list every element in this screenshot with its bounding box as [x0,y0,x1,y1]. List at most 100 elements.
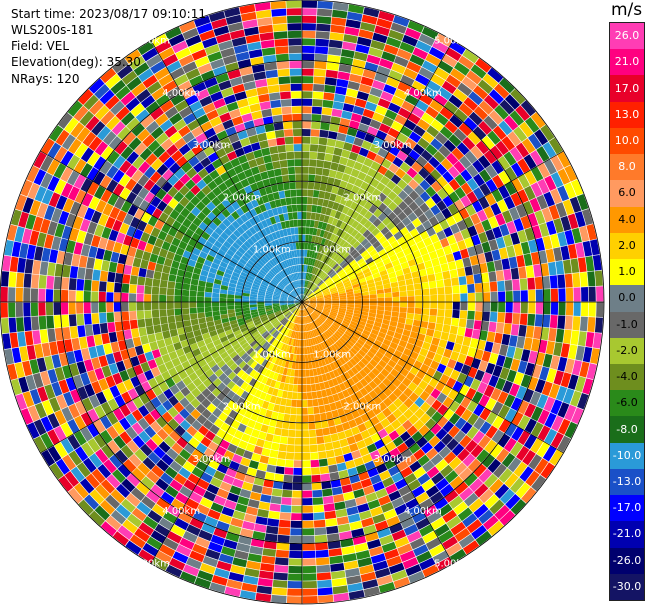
range-gate [407,290,415,297]
range-gate [260,494,272,503]
range-gate [160,316,168,325]
range-gate [333,343,340,351]
range-gate [261,359,268,367]
range-gate [54,367,65,382]
range-gate [273,294,281,298]
range-gate [478,509,494,525]
range-gate [131,409,144,422]
range-gate [267,335,274,343]
range-gate [228,524,242,535]
range-gate [372,240,381,249]
range-gate [443,226,453,238]
range-gate [477,253,486,264]
range-gate [449,325,458,335]
range-gate [408,179,419,190]
range-gate [87,181,100,196]
range-gate [179,106,193,119]
range-gate [121,302,129,312]
range-gate [581,302,589,317]
range-gate [294,166,302,174]
range-gate [256,9,272,19]
range-gate [384,292,392,298]
range-gate [419,498,434,511]
range-gate [310,322,314,330]
range-gate [370,506,383,517]
range-gate [403,398,414,409]
range-gate [291,291,297,297]
range-gate [483,515,499,530]
range-gate [257,347,264,355]
range-gate [417,137,430,150]
range-gate [265,308,273,312]
range-gate [61,314,70,328]
range-gate [498,291,506,302]
range-gate [499,78,515,94]
range-gate [290,528,302,536]
range-gate [64,252,73,266]
range-gate [184,190,195,201]
range-gate [220,351,229,360]
range-gate [372,32,388,44]
range-gate [235,250,244,258]
range-gate [430,204,441,216]
range-gate [592,254,602,271]
range-gate [443,317,452,326]
range-gate [292,273,297,281]
range-gate [399,307,407,313]
range-gate [440,483,454,497]
range-gate [212,292,220,298]
range-gate [459,155,472,169]
range-gate [436,416,449,428]
range-gate [380,175,391,186]
range-gate [308,422,316,430]
range-gate [280,398,287,406]
range-gate [255,335,263,342]
range-gate [557,151,571,168]
range-gate [333,277,341,284]
range-gate [369,305,377,310]
range-gate [363,157,374,168]
range-gate [168,274,177,282]
range-gate [215,446,227,457]
range-gate [155,40,172,54]
range-gate [302,498,313,506]
range-gate [269,346,276,354]
range-gate [454,528,471,542]
range-gate [352,344,361,352]
range-gate [572,272,581,288]
range-gate [54,263,64,277]
range-gate [267,518,280,527]
range-gate [501,258,511,270]
range-gate [223,450,235,461]
range-gate [456,142,470,156]
range-gate [268,225,275,233]
range-gate [315,46,329,55]
range-gate [58,475,74,492]
range-gate [336,315,344,321]
range-gate [23,288,31,302]
range-gate [356,154,366,164]
range-gate [292,265,296,273]
range-gate [261,147,271,157]
range-gate [295,354,300,362]
range-gate [235,357,244,366]
range-gate [246,249,254,257]
range-gate [264,533,278,542]
range-gate [519,278,528,291]
range-gate [384,548,400,560]
range-gate [290,292,297,298]
range-gate [479,169,492,183]
range-gate [472,126,487,140]
range-gate [282,228,288,237]
range-gate [369,347,378,355]
range-gate [335,219,343,228]
range-gate [258,288,267,293]
range-gate [376,309,384,315]
range-gate [524,403,536,418]
range-gate [362,302,370,306]
range-gate [76,462,91,478]
range-gate [134,208,145,220]
range-gate [549,315,558,329]
range-gate [528,454,543,470]
range-gate [390,22,407,34]
